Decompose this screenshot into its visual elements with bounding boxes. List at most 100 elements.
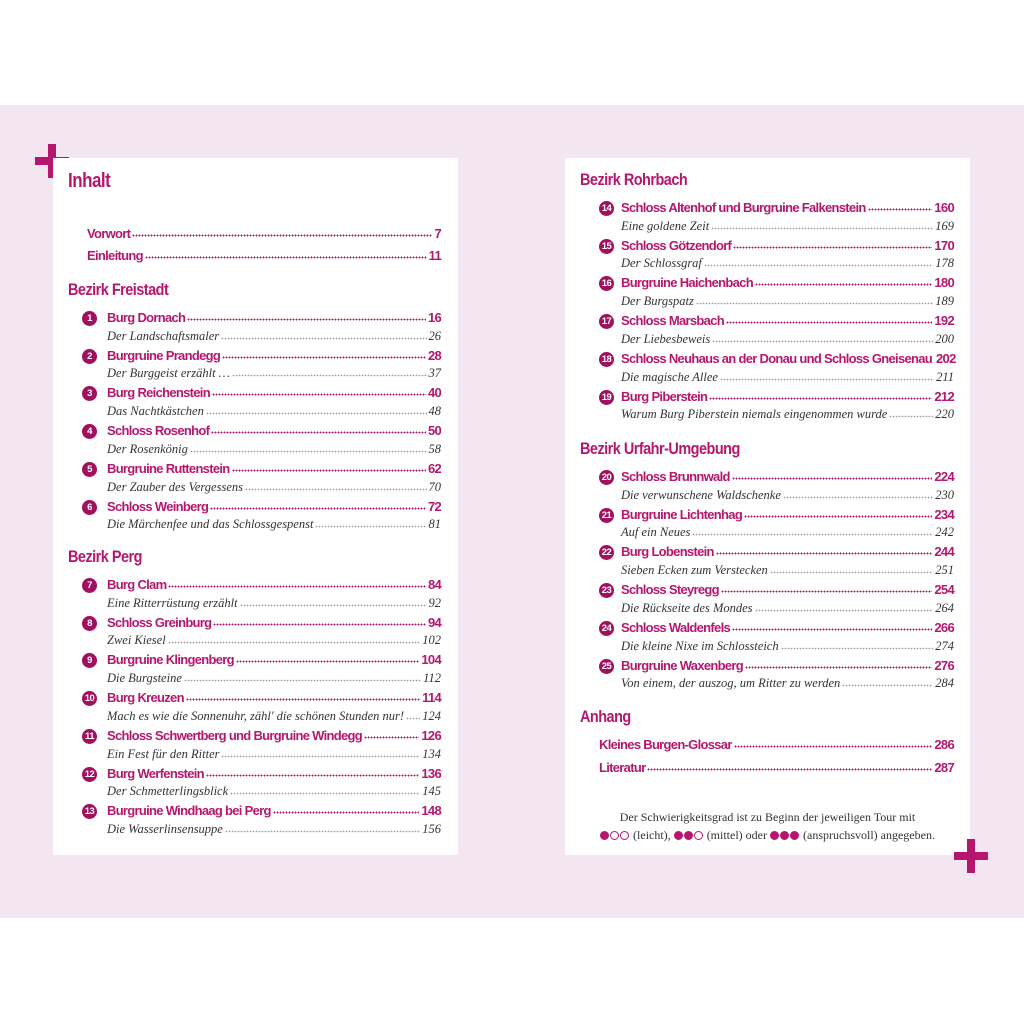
toc-subentry-page: 156 [422, 821, 441, 836]
toc-subentry[interactable]: Die Burgsteine 112 [107, 671, 441, 686]
toc-entry[interactable]: Schloss Marsbach 192 [621, 313, 955, 328]
toc-entry[interactable]: Schloss Götzendorf 170 [621, 238, 955, 253]
toc-subentry-page: 26 [428, 328, 442, 343]
toc-appendix-entry[interactable]: Literatur 287 [599, 760, 955, 775]
toc-subentry-label: Eine goldene Zeit [621, 218, 710, 233]
toc-subentry[interactable]: Die kleine Nixe im Schlossteich 274 [621, 639, 954, 654]
dot-leader [364, 729, 420, 740]
toc-entry[interactable]: Burgruine Waxenberg 276 [621, 658, 955, 673]
toc-subentry[interactable]: Sieben Ecken zum Verstecken 251 [621, 563, 954, 578]
toc-subentry[interactable]: Zwei Kiesel 102 [107, 633, 441, 648]
toc-entry[interactable]: Burgruine Lichtenhag 234 [621, 506, 955, 522]
toc-intro-entry[interactable]: Einleitung 11 [87, 248, 442, 263]
toc-entry[interactable]: Burgruine Ruttenstein 62 [107, 460, 442, 476]
toc-subentry-label: Die kleine Nixe im Schlossteich [621, 638, 779, 653]
dot-leader [211, 425, 426, 436]
chapter-number-badge: 9 [82, 653, 97, 669]
empty-dot-icon [693, 831, 703, 840]
toc-entry-label: Burg Piberstein [621, 388, 708, 404]
toc-entry[interactable]: Burg Piberstein 212 [621, 388, 955, 404]
toc-entry-page: 62 [427, 460, 442, 476]
toc-entry-label: Schloss Schwertberg und Burgruine Windeg… [107, 727, 363, 743]
toc-entry[interactable]: Burgruine Prandegg 28 [107, 348, 442, 363]
toc-entry-page: 104 [421, 652, 441, 668]
toc-subentry[interactable]: Die Wasserlinsensuppe 156 [107, 822, 441, 837]
toc-subentry[interactable]: Der Liebesbeweis 200 [621, 332, 954, 347]
plus-icon [954, 839, 988, 873]
toc-subentry[interactable]: Warum Burg Piberstein niemals eingenomme… [621, 407, 954, 422]
toc-subentry[interactable]: Der Rosenkönig 58 [107, 442, 441, 457]
toc-subentry-label: Die Burgsteine [107, 671, 182, 686]
filled-dot-icon [600, 831, 610, 840]
toc-intro-entry[interactable]: Vorwort 7 [87, 226, 442, 241]
toc-entry[interactable]: Burgruine Haichenbach 180 [621, 275, 955, 290]
toc-entry[interactable]: Schloss Rosenhof 50 [107, 423, 442, 439]
toc-subentry[interactable]: Eine goldene Zeit 169 [621, 219, 954, 234]
chapter-number-badge: 25 [599, 658, 614, 674]
toc-subentry[interactable]: Ein Fest für den Ritter 134 [107, 747, 441, 762]
toc-entry[interactable]: Burg Clam 84 [107, 577, 442, 592]
toc-entry[interactable]: Burg Dornach 16 [107, 310, 442, 325]
toc-subentry[interactable]: Der Burgspatz 189 [621, 294, 954, 309]
toc-entry[interactable]: Schloss Neuhaus an der Donau und Schloss… [621, 351, 956, 366]
toc-subentry[interactable]: Der Schmetterlingsblick 145 [107, 784, 441, 799]
toc-entry[interactable]: Burg Kreuzen 114 [107, 690, 442, 705]
chapter-number-badge: 17 [599, 314, 614, 330]
chapter-number-badge: 2 [82, 348, 97, 364]
dot-leader [231, 462, 426, 473]
toc-subentry-page: 264 [935, 600, 954, 615]
toc-subentry[interactable]: Eine Ritterrüstung erzählt 92 [107, 596, 441, 611]
toc-subentry[interactable]: Das Nachtkästchen 48 [107, 404, 441, 419]
toc-entry[interactable]: Burgruine Klingenberg 104 [107, 652, 442, 668]
toc-subentry-page: 189 [935, 294, 954, 309]
toc-entry-page: 160 [934, 200, 954, 215]
toc-entry[interactable]: Schloss Greinburg 94 [107, 615, 442, 630]
toc-subentry-page: 169 [935, 218, 954, 233]
chapter-number-badge: 21 [599, 507, 614, 523]
toc-subentry[interactable]: Der Burggeist erzählt … 37 [107, 366, 441, 381]
toc-entry[interactable]: Schloss Schwertberg und Burgruine Windeg… [107, 727, 442, 743]
toc-subentry-page: 37 [428, 366, 442, 381]
toc-subentry[interactable]: Von einem, der auszog, um Ritter zu werd… [621, 676, 954, 691]
toc-subentry[interactable]: Der Zauber des Vergessens 70 [107, 480, 441, 495]
toc-intro-entry-label: Einleitung [87, 248, 144, 263]
toc-entry[interactable]: Schloss Steyregg 254 [621, 582, 955, 597]
toc-subentry[interactable]: Der Landschaftsmaler 26 [107, 329, 441, 344]
section-heading: Bezirk Freistadt [68, 280, 169, 299]
toc-subentry-page: 145 [422, 784, 441, 799]
toc-subentry-label: Sieben Ecken zum Verstecken [621, 563, 768, 578]
toc-intro-entry-label: Vorwort [87, 226, 131, 241]
toc-subentry-page: 58 [428, 441, 442, 456]
toc-subentry-label: Der Liebesbeweis [621, 331, 711, 346]
toc-subentry-label: Auf ein Neues [621, 525, 691, 540]
toc-subentry[interactable]: Die Rückseite des Mondes 264 [621, 601, 954, 616]
toc-subentry-page: 134 [422, 746, 441, 761]
toc-entry[interactable]: Schloss Waldenfels 266 [621, 620, 955, 635]
toc-subentry[interactable]: Die verwunschene Waldschenke 230 [621, 488, 954, 503]
toc-subentry-label: Der Schlossgraf [621, 256, 702, 271]
toc-subentry[interactable]: Der Schlossgraf 178 [621, 256, 954, 271]
toc-entry-label: Burgruine Lichtenhag [621, 506, 743, 522]
toc-subentry-page: 81 [428, 517, 442, 532]
dot-leader [720, 584, 933, 595]
toc-subentry[interactable]: Die magische Allee 211 [621, 370, 954, 385]
toc-subentry-page: 70 [428, 479, 442, 494]
toc-subentry[interactable]: Mach es wie die Sonnenuhr, zähl' die sch… [107, 709, 441, 724]
toc-subentry-label: Der Landschaftsmaler [107, 328, 220, 343]
section-heading: Bezirk Perg [68, 547, 142, 566]
toc-subentry-page: 178 [935, 256, 954, 271]
dot-leader [168, 579, 426, 589]
toc-entry[interactable]: Burg Reichenstein 40 [107, 385, 442, 400]
difficulty-easy-dots [600, 828, 630, 842]
toc-entry[interactable]: Burg Werfenstein 136 [107, 766, 442, 781]
toc-entry[interactable]: Burgruine Windhaag bei Perg 148 [107, 803, 442, 818]
toc-entry[interactable]: Schloss Altenhof und Burgruine Falkenste… [621, 200, 955, 215]
toc-entry[interactable]: Schloss Weinberg 72 [107, 499, 442, 514]
toc-entry[interactable]: Schloss Brunnwald 224 [621, 469, 955, 484]
toc-entry[interactable]: Burg Lobenstein 244 [621, 544, 955, 559]
toc-subentry[interactable]: Auf ein Neues 242 [621, 525, 954, 540]
toc-entry-page: 212 [934, 388, 954, 404]
toc-subentry[interactable]: Die Märchenfee und das Schlossgespenst 81 [107, 517, 441, 532]
toc-appendix-entry[interactable]: Kleines Burgen-Glossar 286 [599, 737, 955, 752]
toc-entry-label: Schloss Rosenhof [107, 423, 210, 439]
